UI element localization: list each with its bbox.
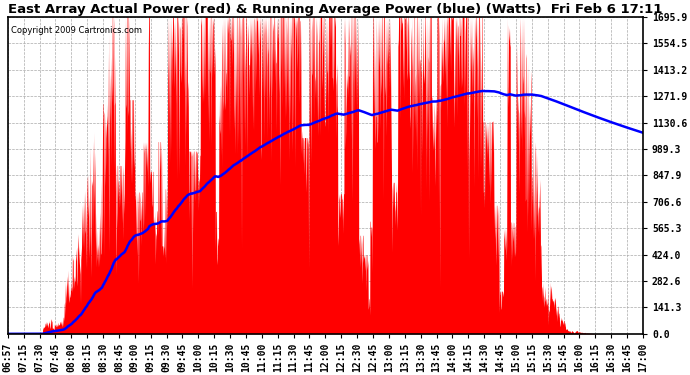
Text: East Array Actual Power (red) & Running Average Power (blue) (Watts)  Fri Feb 6 : East Array Actual Power (red) & Running … — [8, 3, 662, 16]
Text: Copyright 2009 Cartronics.com: Copyright 2009 Cartronics.com — [11, 27, 142, 36]
